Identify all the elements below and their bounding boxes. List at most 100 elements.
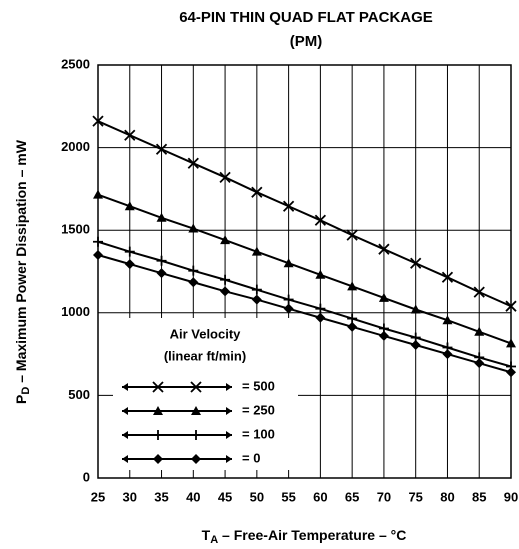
plot-frame — [97, 64, 512, 479]
x-tick-label: 55 — [281, 489, 295, 504]
legend-box — [113, 318, 298, 470]
data-point — [378, 330, 389, 341]
data-point — [282, 200, 295, 212]
data-point — [505, 300, 517, 312]
data-point — [156, 255, 167, 266]
data-point — [474, 326, 485, 336]
data-point — [220, 286, 231, 297]
x-label-symbol: T — [202, 527, 211, 543]
y-tick-label: 0 — [83, 469, 90, 484]
data-point — [410, 340, 421, 351]
legend-label: = 500 — [242, 378, 275, 393]
legend-marker — [191, 430, 201, 440]
x-tick-label: 45 — [218, 489, 232, 504]
data-point — [188, 223, 199, 233]
data-point — [410, 257, 422, 269]
data-point — [155, 143, 168, 155]
legend-title: Air Velocity — [170, 326, 242, 341]
y-label-text: – Maximum Power Dissipation – mW — [13, 139, 29, 386]
chart-subtitle: (PM) — [290, 33, 323, 50]
y-label-symbol: P — [13, 395, 29, 404]
x-tick-label: 75 — [408, 489, 422, 504]
chart-title: 64-PIN THIN QUAD FLAT PACKAGE — [179, 9, 433, 26]
data-point — [219, 171, 231, 183]
data-point — [283, 294, 294, 305]
data-point — [441, 271, 454, 283]
y-tick-label: 1000 — [61, 304, 90, 319]
data-point — [442, 315, 453, 325]
legend-marker — [191, 406, 201, 415]
legend-marker — [153, 406, 163, 415]
legend-title: (linear ft/min) — [164, 348, 246, 363]
data-point — [124, 129, 136, 141]
data-point — [188, 265, 199, 276]
x-tick-label: 80 — [440, 489, 454, 504]
legend-label: = 100 — [242, 426, 275, 441]
data-point — [187, 157, 199, 169]
data-point — [473, 286, 485, 298]
x-tick-label: 85 — [472, 489, 486, 504]
legend-label: = 0 — [242, 450, 260, 465]
data-point — [314, 214, 327, 226]
legend-marker — [190, 381, 202, 393]
data-point — [92, 115, 104, 127]
y-tick-label: 1500 — [61, 222, 90, 237]
data-point — [378, 292, 389, 302]
data-point — [315, 312, 326, 323]
data-point — [251, 246, 262, 256]
legend-label: = 250 — [242, 402, 275, 417]
data-point — [156, 268, 167, 279]
series-line — [97, 240, 512, 368]
legend: Air Velocity (linear ft/min) = 500 = 250 = 1… — [113, 318, 298, 470]
data-point — [346, 229, 358, 241]
data-point — [378, 243, 390, 255]
data-point — [220, 235, 231, 245]
legend-marker — [153, 454, 163, 464]
data-point — [251, 186, 263, 198]
data-point — [251, 294, 262, 305]
x-tick-label: 65 — [345, 489, 359, 504]
legend-marker — [191, 454, 201, 464]
y-axis-label: PD – Maximum Power Dissipation – mW — [13, 139, 32, 404]
data-point — [506, 338, 516, 348]
data-point — [124, 246, 135, 257]
data-point — [156, 212, 167, 222]
data-point — [283, 303, 294, 314]
data-point — [506, 367, 516, 378]
y-tick-label: 500 — [68, 387, 90, 402]
data-point — [347, 281, 358, 291]
series-line — [97, 120, 512, 308]
x-tick-label: 90 — [504, 489, 518, 504]
data-point — [347, 321, 358, 332]
data-point — [188, 277, 199, 288]
x-tick-label: 30 — [123, 489, 137, 504]
legend-marker — [153, 430, 163, 440]
data-point — [93, 236, 103, 247]
x-label-text: – Free-Air Temperature – °C — [218, 527, 406, 543]
data-point — [93, 249, 103, 260]
data-point — [220, 274, 231, 285]
x-tick-label: 70 — [377, 489, 391, 504]
data-point — [251, 284, 262, 295]
series-line — [97, 193, 512, 345]
y-tick-label: 2500 — [61, 56, 90, 71]
legend-marker — [152, 381, 164, 393]
y-label-subscript: D — [20, 387, 32, 395]
series-line — [97, 254, 512, 374]
data-point — [124, 201, 135, 211]
data-point — [410, 304, 421, 314]
y-tick-label: 2000 — [61, 139, 90, 154]
data-point — [315, 269, 326, 279]
x-tick-label: 35 — [154, 489, 168, 504]
x-label-subscript: A — [210, 534, 218, 546]
data-point — [442, 349, 453, 360]
data-point — [124, 259, 135, 270]
data-point — [315, 303, 326, 314]
x-tick-label: 50 — [250, 489, 264, 504]
data-point — [474, 358, 485, 369]
x-tick-label: 60 — [313, 489, 327, 504]
x-tick-label: 25 — [91, 489, 105, 504]
data-point — [283, 258, 294, 268]
data-point — [93, 189, 103, 199]
